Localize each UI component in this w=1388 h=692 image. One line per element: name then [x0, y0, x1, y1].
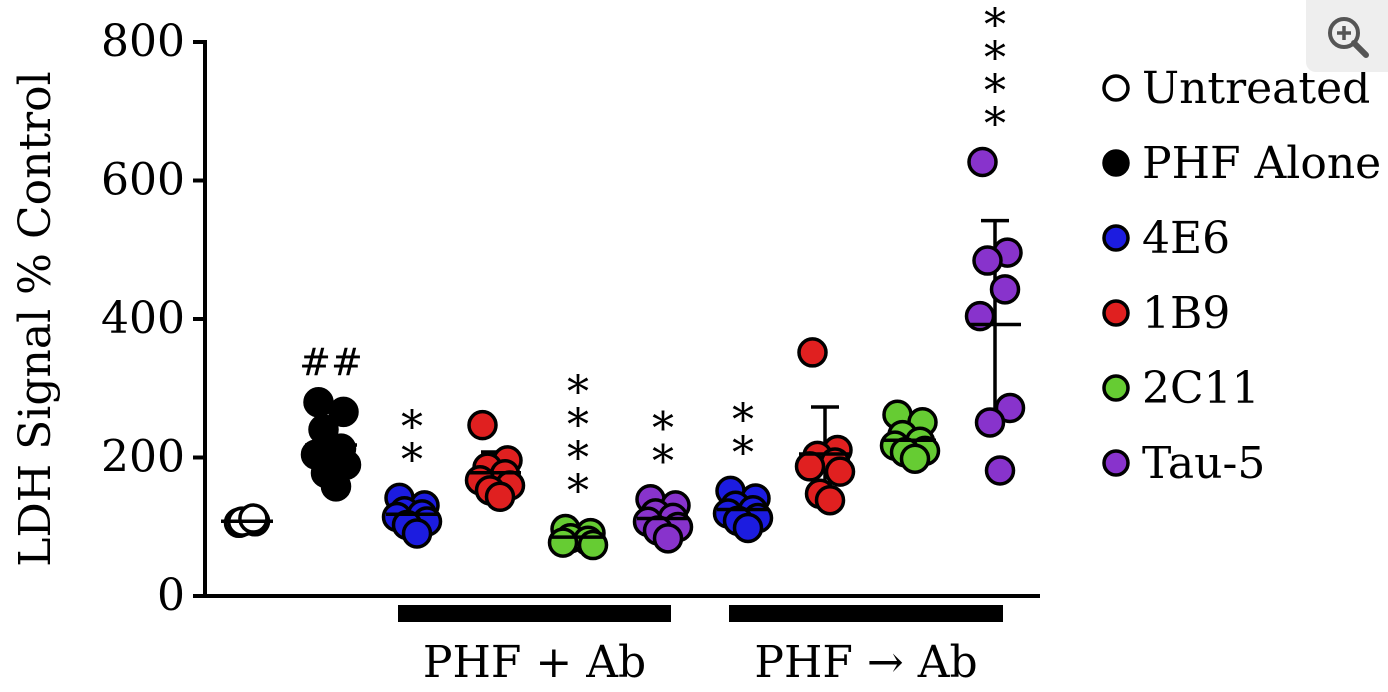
legend-marker: [1102, 224, 1130, 252]
data-groups: ##******** ******: [221, 0, 1026, 561]
legend-item-4e6: 4E6: [1102, 213, 1230, 264]
significance-star: *: [984, 66, 1006, 117]
y-axis-label: LDH Signal % Control: [10, 71, 61, 566]
y-tick-label: 0: [157, 570, 185, 621]
significance-star: *: [652, 436, 674, 487]
y-axis: 0 200 400 600 800 LDH Signal % Control: [10, 16, 1040, 621]
significance-star: *: [401, 435, 423, 486]
significance-star: *: [401, 402, 423, 453]
legend-marker: [1102, 374, 1130, 402]
group-2c11-4: ****: [547, 367, 609, 561]
significance-star: *: [567, 466, 589, 517]
legend-item-1b9: 1B9: [1102, 288, 1230, 339]
data-point: [972, 245, 1003, 276]
bracket-bar-0: [398, 605, 671, 622]
data-point: [899, 443, 931, 474]
significance-label: ##: [299, 340, 363, 384]
group-4e6-2: **: [381, 402, 443, 549]
y-tick-label: 400: [101, 293, 185, 344]
data-point: [989, 274, 1021, 305]
y-tick-label: 800: [101, 16, 185, 67]
significance-star: *: [567, 400, 589, 451]
significance-star: *: [732, 428, 754, 479]
group-1b9-7: [794, 337, 856, 516]
legend-marker: [1102, 149, 1130, 177]
group-tau-5-5: **: [632, 403, 694, 554]
significance-star: *: [567, 367, 589, 418]
zoom-button[interactable]: [1306, 0, 1388, 72]
bracket-bar-1: [729, 605, 1003, 622]
data-point: [984, 455, 1016, 486]
legend-item-tau-5: Tau-5: [1102, 438, 1265, 489]
data-point: [974, 407, 1006, 438]
data-point: [320, 471, 352, 502]
data-point: [328, 396, 359, 428]
data-point: [797, 337, 828, 368]
legend-label: 4E6: [1142, 213, 1230, 264]
data-point: [401, 518, 433, 549]
legend-item-phf-alone: PHF Alone: [1102, 138, 1381, 189]
group-phf-alone-1: ##: [299, 340, 363, 502]
legend-item-2c11: 2C11: [1102, 363, 1260, 414]
data-point: [547, 527, 579, 558]
legend-marker: [1102, 74, 1130, 102]
data-point: [238, 503, 269, 534]
legend-label: 2C11: [1142, 363, 1260, 414]
group-untreated-0: [221, 503, 273, 539]
legend-label: PHF Alone: [1142, 138, 1381, 189]
data-point: [732, 512, 764, 544]
data-point: [794, 451, 826, 482]
data-point: [484, 481, 516, 513]
data-point: [814, 485, 846, 516]
significance-star: *: [984, 0, 1006, 51]
group-brackets: PHF + Ab PHF → Ab: [398, 605, 1003, 688]
legend-label: Tau-5: [1142, 438, 1265, 489]
bracket-label-0: PHF + Ab: [423, 637, 646, 688]
group-4e6-6: **: [712, 395, 774, 544]
significance-star: *: [652, 403, 674, 454]
data-point: [652, 523, 684, 554]
data-point: [994, 392, 1026, 424]
group-2c11-8: [879, 399, 941, 474]
zoom-in-icon: [1328, 17, 1369, 58]
significance-star: *: [984, 99, 1006, 150]
data-point: [967, 146, 998, 178]
legend-marker: [1102, 449, 1130, 477]
significance-star: *: [567, 433, 589, 484]
data-point: [824, 456, 856, 487]
y-tick-label: 200: [101, 432, 185, 483]
group-tau-5-9: ****: [964, 0, 1026, 486]
significance-star: *: [732, 395, 754, 446]
bracket-label-1: PHF → Ab: [754, 637, 977, 688]
legend-label: 1B9: [1142, 288, 1230, 339]
data-point: [467, 409, 498, 441]
group-1b9-3: [464, 409, 526, 513]
legend-marker: [1102, 299, 1130, 327]
data-point: [303, 387, 334, 418]
y-tick-label: 600: [101, 155, 185, 206]
significance-star: *: [984, 33, 1006, 84]
